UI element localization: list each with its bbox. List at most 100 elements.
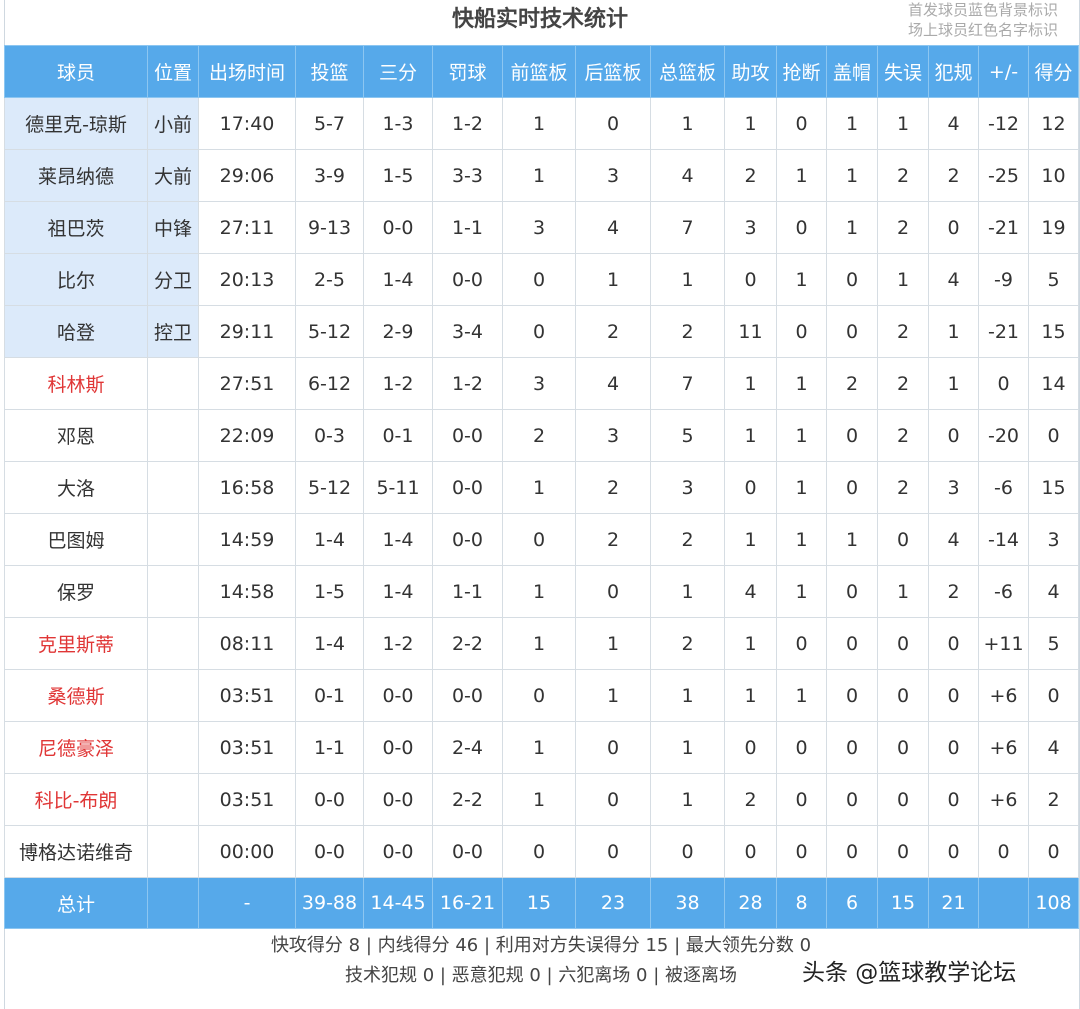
column-header: 盖帽 xyxy=(826,45,878,98)
stat-cell: 0 xyxy=(826,409,878,462)
player-name: 保罗 xyxy=(4,565,148,618)
stat-cell: 10 xyxy=(1028,149,1079,202)
total-cell: 15 xyxy=(502,877,576,929)
player-name: 比尔 xyxy=(4,253,148,306)
stat-cell: 2 xyxy=(877,409,929,462)
header-row: 球员 位置 出场时间 投篮 三分 罚球 前篮板 后篮板 总篮板 助攻 抢断 盖帽 失误 犯规 +/- 得分 xyxy=(4,45,1079,98)
total-cell: - xyxy=(198,877,296,929)
stat-cell: 3 xyxy=(502,201,576,254)
stat-cell: 1 xyxy=(502,721,576,774)
stat-cell: 0 xyxy=(826,617,878,670)
player-name: 哈登 xyxy=(4,305,148,358)
stat-cell: 0 xyxy=(776,97,827,150)
stat-cell: 17:40 xyxy=(198,97,296,150)
stat-cell: 0 xyxy=(826,461,878,514)
stat-cell: 1 xyxy=(826,97,878,150)
stat-cell: 1 xyxy=(575,617,651,670)
stat-cell: 14:58 xyxy=(198,565,296,618)
stat-cell: 2 xyxy=(877,357,929,410)
stat-cell: 0 xyxy=(826,565,878,618)
stat-cell: +11 xyxy=(978,617,1029,670)
stat-cell: 2 xyxy=(877,461,929,514)
stat-cell: 0-0 xyxy=(363,721,433,774)
stat-cell: 2 xyxy=(928,565,979,618)
stat-cell: 1-2 xyxy=(432,97,503,150)
stat-cell: 2-2 xyxy=(432,617,503,670)
stat-cell: 6-12 xyxy=(295,357,364,410)
summary-footer: 快攻得分 8 | 内线得分 46 | 利用对方失误得分 15 | 最大领先分数 … xyxy=(4,931,1078,991)
total-cell xyxy=(147,877,199,929)
stat-cell: 1 xyxy=(650,565,725,618)
stat-cell: 5 xyxy=(1028,253,1079,306)
stat-cell: 0 xyxy=(1028,825,1079,878)
stat-cell: 2 xyxy=(575,513,651,566)
stat-cell: 5-11 xyxy=(363,461,433,514)
stat-cell: 1-1 xyxy=(295,721,364,774)
total-cell: 21 xyxy=(928,877,979,929)
player-position xyxy=(147,773,199,826)
stat-cell: 1-1 xyxy=(432,565,503,618)
stat-cell: 0-0 xyxy=(295,773,364,826)
stat-cell: 2 xyxy=(575,305,651,358)
stat-cell: 22:09 xyxy=(198,409,296,462)
player-row: 莱昂纳德 大前 29:06 3-9 1-5 3-3 1 3 4 2 1 1 2 2 -25 10 xyxy=(4,149,1079,202)
stat-cell: 1 xyxy=(650,721,725,774)
stat-cell: 2 xyxy=(650,513,725,566)
stat-cell: 1-4 xyxy=(363,513,433,566)
stat-cell: 0 xyxy=(877,773,929,826)
stat-cell: 4 xyxy=(724,565,777,618)
stat-cell: +6 xyxy=(978,773,1029,826)
stat-cell: 2 xyxy=(502,409,576,462)
stat-cell: 20:13 xyxy=(198,253,296,306)
total-cell: 14-45 xyxy=(363,877,433,929)
stat-cell: -12 xyxy=(978,97,1029,150)
player-row: 大洛 16:58 5-12 5-11 0-0 1 2 3 0 1 0 2 3 -6 15 xyxy=(4,461,1079,514)
stat-cell: 2 xyxy=(826,357,878,410)
stat-cell: 0 xyxy=(877,721,929,774)
stat-cell: 0 xyxy=(776,721,827,774)
total-cell: 总计 xyxy=(4,877,148,929)
stat-cell: 0-3 xyxy=(295,409,364,462)
stat-cell: 1-2 xyxy=(432,357,503,410)
stat-cell: 0 xyxy=(724,825,777,878)
stat-cell: 0 xyxy=(877,825,929,878)
stat-cell: 3 xyxy=(575,149,651,202)
player-position xyxy=(147,617,199,670)
player-name: 科比-布朗 xyxy=(4,773,148,826)
stat-cell: 0-0 xyxy=(432,253,503,306)
stat-cell: 1 xyxy=(776,669,827,722)
stat-cell: 29:06 xyxy=(198,149,296,202)
stat-cell: 0-0 xyxy=(432,825,503,878)
stat-cell: +6 xyxy=(978,721,1029,774)
stat-cell: 1 xyxy=(877,97,929,150)
stat-cell: 0 xyxy=(826,721,878,774)
stat-cell: 0-0 xyxy=(432,513,503,566)
stat-cell: 2 xyxy=(575,461,651,514)
column-header: 抢断 xyxy=(776,45,827,98)
stat-cell: 3 xyxy=(502,357,576,410)
total-cell: 108 xyxy=(1028,877,1079,929)
stat-cell: 0 xyxy=(502,669,576,722)
column-header: 犯规 xyxy=(928,45,979,98)
stat-cell: 14:59 xyxy=(198,513,296,566)
stat-cell: 1 xyxy=(826,201,878,254)
stat-cell: 0 xyxy=(502,825,576,878)
stat-cell: -6 xyxy=(978,565,1029,618)
stat-cell: 1 xyxy=(776,149,827,202)
stat-cell: -21 xyxy=(978,305,1029,358)
starter-note: 首发球员蓝色背景标识 xyxy=(907,1,1058,19)
player-name: 克里斯蒂 xyxy=(4,617,148,670)
player-row: 科比-布朗 03:51 0-0 0-0 2-2 1 0 1 2 0 0 0 0 +6 2 xyxy=(4,773,1079,826)
stat-cell: -14 xyxy=(978,513,1029,566)
stat-cell: 1-4 xyxy=(295,617,364,670)
stat-cell: 0 xyxy=(826,669,878,722)
stat-cell: 0 xyxy=(575,773,651,826)
stat-cell: 0-0 xyxy=(295,825,364,878)
stat-cell: 2-4 xyxy=(432,721,503,774)
player-row: 比尔 分卫 20:13 2-5 1-4 0-0 0 1 1 0 1 0 1 4 -9 5 xyxy=(4,253,1079,306)
stat-cell: 4 xyxy=(928,253,979,306)
player-row: 祖巴茨 中锋 27:11 9-13 0-0 1-1 3 4 7 3 0 1 2 0 -21 19 xyxy=(4,201,1079,254)
stat-cell: 0-0 xyxy=(363,669,433,722)
column-header: 总篮板 xyxy=(650,45,725,98)
stat-cell: 0 xyxy=(928,617,979,670)
